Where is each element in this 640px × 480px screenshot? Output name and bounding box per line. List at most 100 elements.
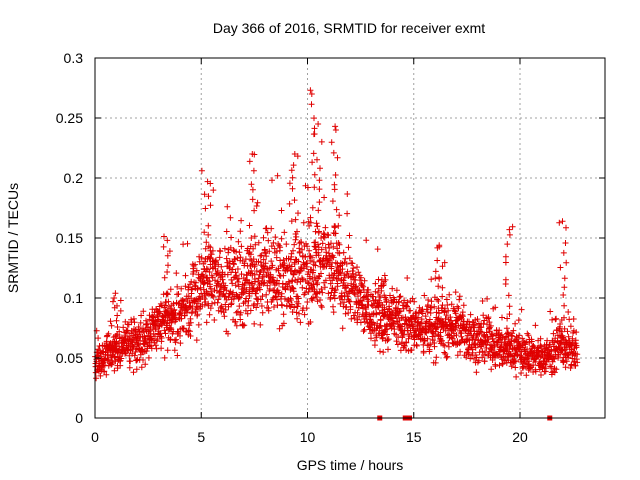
data-point	[158, 345, 165, 352]
data-point	[278, 293, 285, 300]
data-point	[322, 277, 329, 284]
data-point	[109, 359, 116, 366]
data-point	[341, 274, 348, 281]
y-tick-label: 0	[75, 410, 83, 426]
data-point	[504, 241, 511, 248]
data-point	[249, 282, 256, 288]
data-point	[273, 280, 280, 287]
data-point	[263, 291, 270, 298]
data-point	[208, 288, 215, 295]
data-point	[411, 298, 418, 305]
data-point	[573, 342, 580, 349]
data-point	[232, 318, 239, 325]
data-point	[295, 295, 302, 302]
data-point	[372, 280, 379, 287]
data-point	[288, 297, 294, 303]
data-point	[288, 167, 295, 174]
data-point	[257, 252, 264, 259]
data-point	[404, 275, 411, 281]
data-point	[425, 297, 432, 303]
data-point	[506, 231, 513, 238]
data-point	[441, 342, 448, 349]
data-point	[409, 295, 416, 302]
data-point	[289, 174, 296, 181]
data-point	[152, 342, 159, 349]
data-point	[194, 311, 201, 318]
data-point	[252, 241, 259, 248]
data-point	[207, 281, 213, 288]
data-point	[290, 271, 297, 277]
data-point	[401, 343, 408, 349]
data-point	[292, 216, 299, 223]
data-point	[368, 335, 374, 342]
data-point	[502, 259, 509, 266]
data-point	[335, 222, 342, 229]
data-point	[164, 252, 171, 259]
data-point	[249, 151, 256, 157]
data-point	[235, 275, 242, 282]
data-point	[280, 257, 287, 263]
data-point	[251, 233, 258, 240]
data-point	[99, 348, 106, 355]
data-point	[363, 306, 370, 312]
data-point	[574, 351, 581, 358]
data-point	[318, 304, 325, 311]
data-point	[512, 320, 519, 327]
data-point	[225, 330, 231, 337]
data-point	[278, 207, 285, 214]
data-point	[235, 283, 242, 290]
data-point	[222, 293, 229, 300]
data-point	[192, 279, 199, 286]
data-point	[538, 372, 544, 378]
data-point	[291, 197, 298, 204]
data-point	[404, 303, 410, 310]
data-point	[198, 254, 205, 261]
data-point	[140, 357, 146, 363]
data-point	[203, 275, 210, 282]
data-point	[343, 260, 350, 267]
data-point	[438, 316, 444, 323]
data-point	[320, 230, 327, 237]
data-point	[214, 299, 221, 306]
data-point	[404, 299, 411, 306]
data-point	[339, 325, 346, 332]
data-point	[234, 266, 241, 272]
data-point	[563, 224, 569, 231]
data-point	[317, 165, 323, 172]
data-point	[164, 237, 171, 244]
data-point	[237, 309, 244, 316]
data-point	[556, 219, 563, 226]
data-point	[473, 354, 480, 361]
data-point	[379, 307, 386, 314]
data-point	[247, 263, 254, 269]
data-point	[331, 224, 338, 231]
data-point	[385, 346, 391, 353]
data-point	[547, 308, 554, 315]
data-point	[131, 319, 138, 326]
data-point	[211, 317, 218, 323]
data-point	[141, 341, 148, 348]
data-point	[373, 311, 380, 318]
data-point	[310, 295, 316, 301]
data-point	[360, 294, 367, 301]
data-point	[437, 333, 444, 340]
data-point	[308, 101, 315, 108]
data-point	[253, 304, 260, 311]
data-point	[201, 229, 208, 236]
data-point	[93, 375, 100, 382]
data-point	[294, 228, 300, 235]
data-point	[308, 91, 315, 97]
data-point	[418, 316, 425, 323]
data-point	[510, 327, 517, 334]
data-point	[435, 283, 442, 290]
data-point	[270, 274, 277, 281]
data-point	[457, 348, 464, 355]
data-point	[560, 359, 567, 366]
data-point	[258, 303, 265, 309]
data-point	[330, 254, 337, 261]
data-point	[117, 307, 124, 314]
data-point	[278, 290, 285, 297]
data-point	[305, 288, 312, 295]
data-point	[249, 270, 256, 277]
data-point	[163, 291, 170, 298]
